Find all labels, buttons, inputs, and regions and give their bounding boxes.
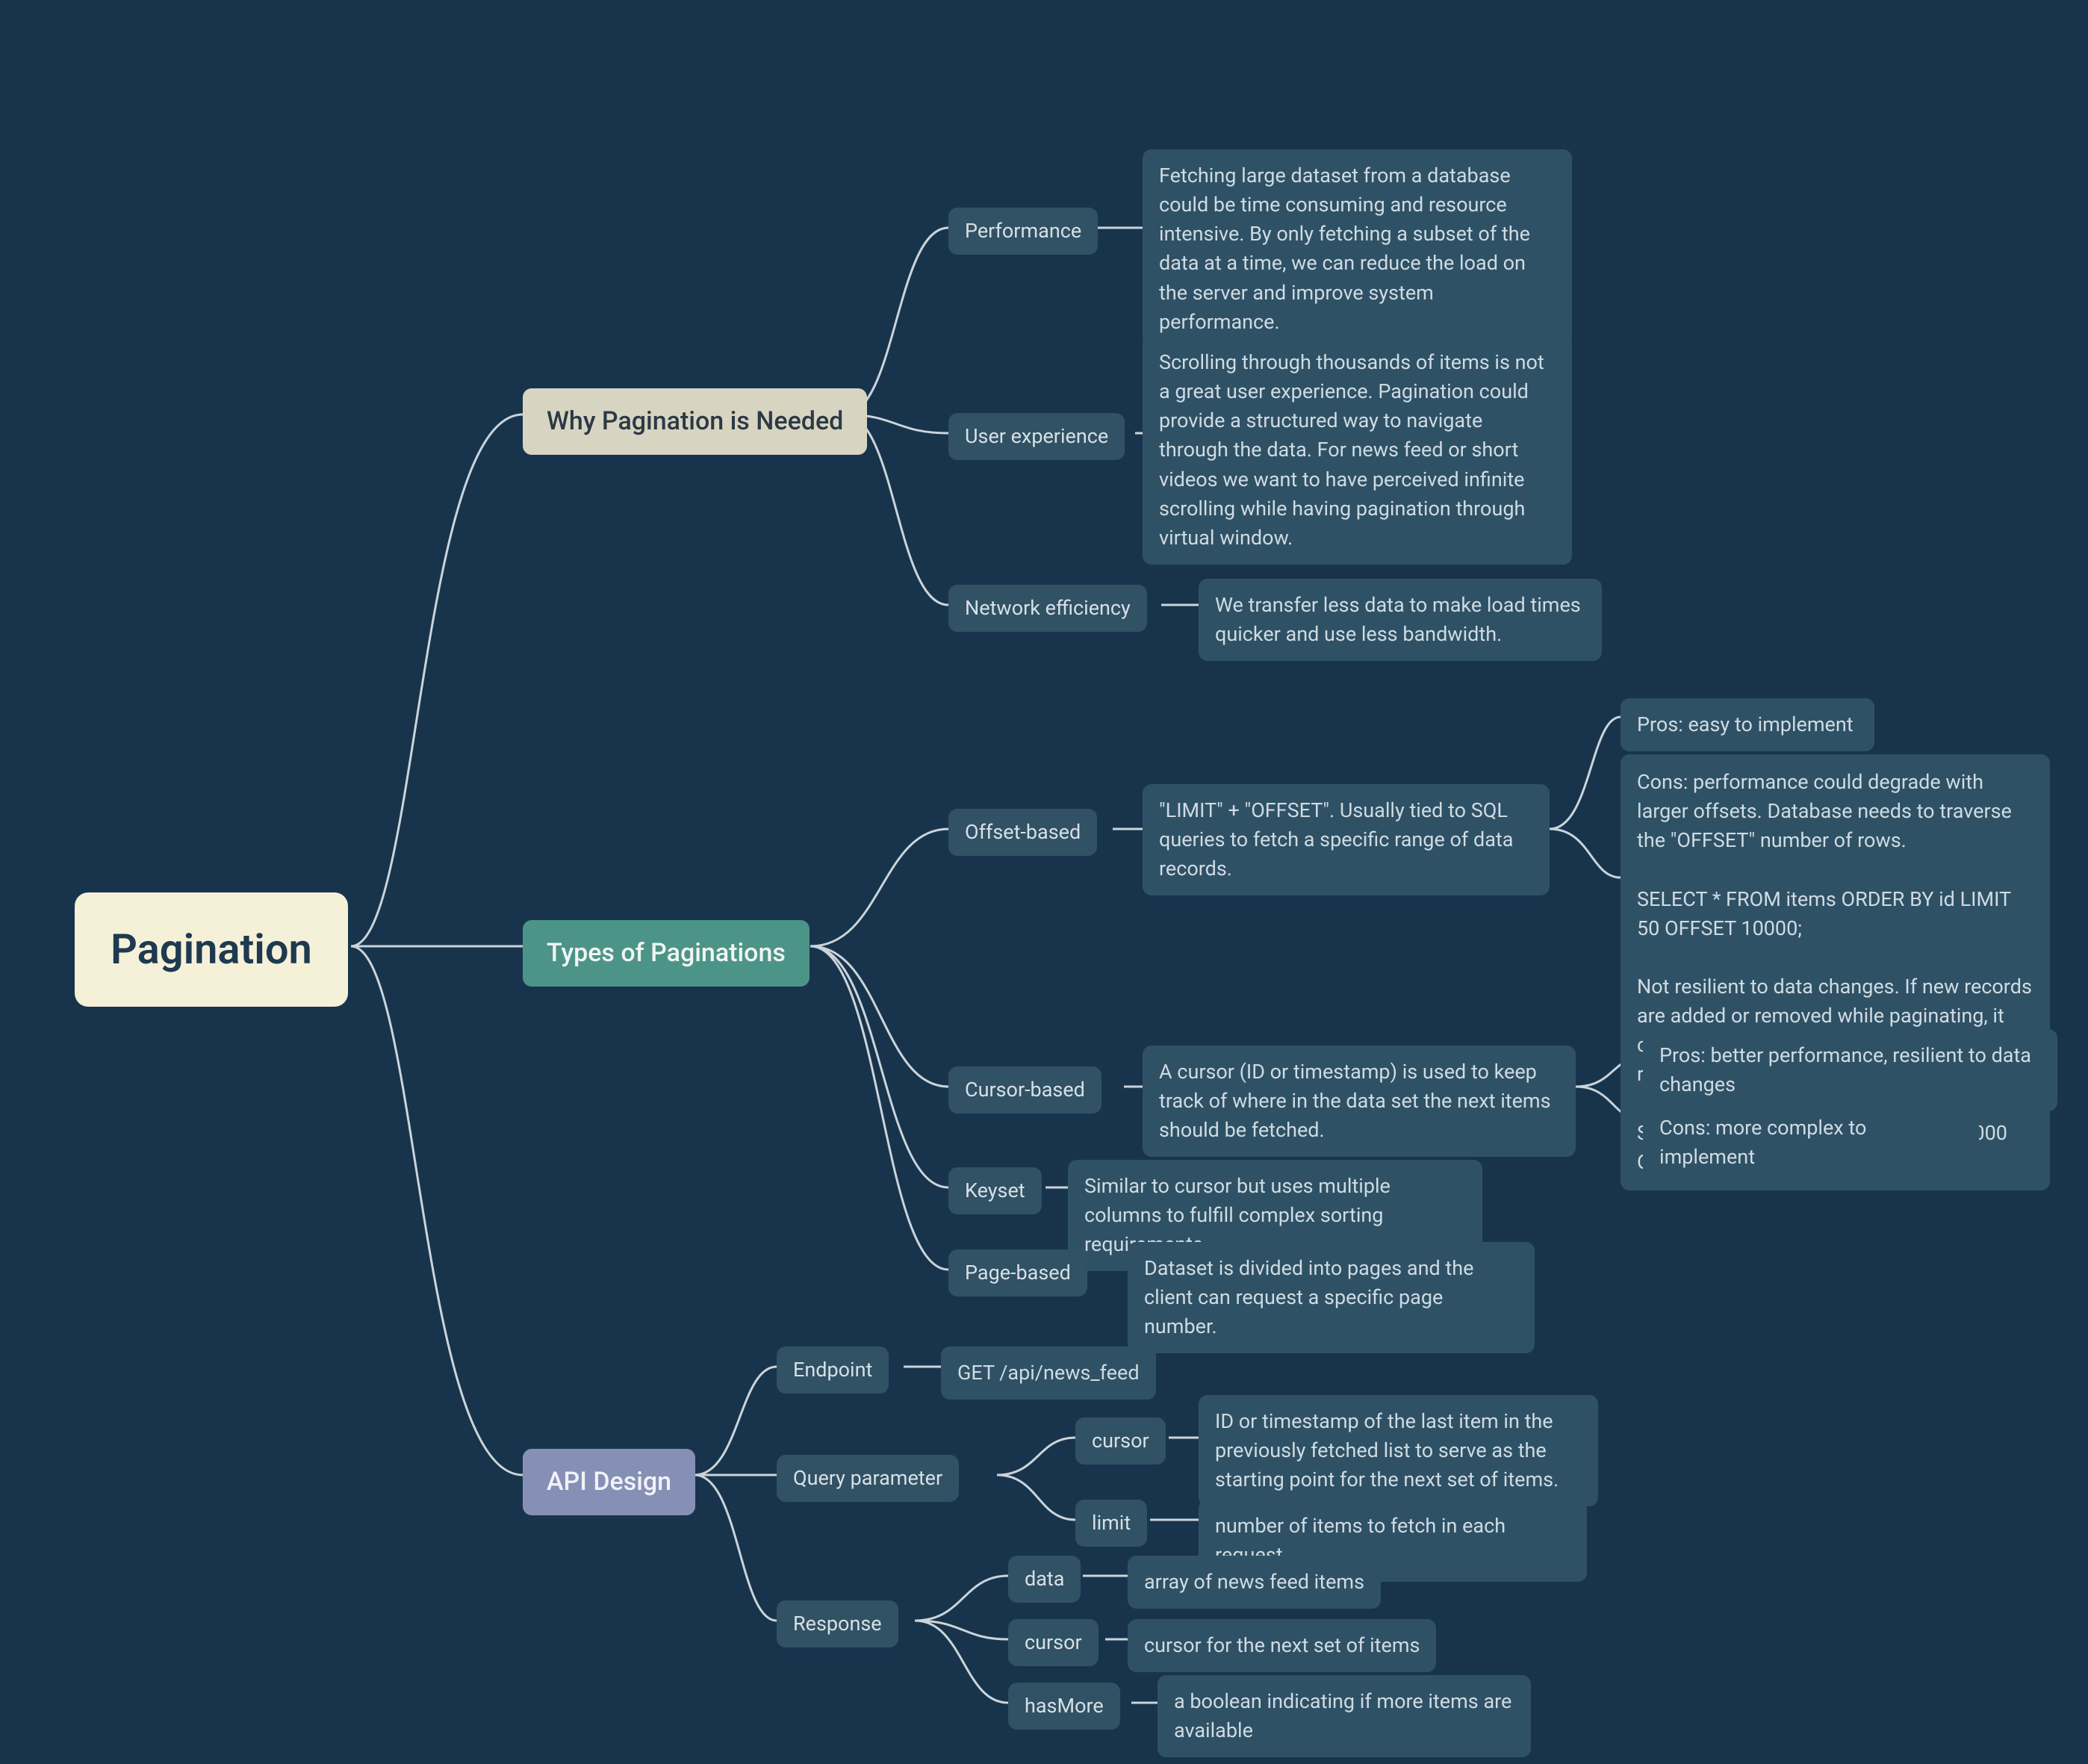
sub-query-cursor: cursor (1075, 1417, 1166, 1465)
sub-network: Network efficiency (948, 585, 1147, 632)
leaf-response-hasmore-detail: a boolean indicating if more items are a… (1158, 1675, 1531, 1757)
sub-response-hasmore: hasMore (1008, 1683, 1120, 1730)
leaf-response-cursor-detail: cursor for the next set of items (1128, 1619, 1436, 1672)
root-node: Pagination (75, 892, 348, 1007)
sub-response: Response (777, 1600, 898, 1647)
leaf-cursor-detail: A cursor (ID or timestamp) is used to ke… (1143, 1046, 1576, 1157)
leaf-performance-detail: Fetching large dataset from a database c… (1143, 149, 1572, 349)
leaf-offset-detail: "LIMIT" + "OFFSET". Usually tied to SQL … (1143, 784, 1550, 895)
sub-response-data: data (1008, 1556, 1081, 1603)
sub-offset: Offset-based (948, 809, 1097, 856)
branch-api: API Design (523, 1449, 695, 1515)
branch-why: Why Pagination is Needed (523, 388, 867, 455)
sub-page: Page-based (948, 1249, 1087, 1296)
leaf-network-detail: We transfer less data to make load times… (1199, 579, 1602, 661)
leaf-response-data-detail: array of news feed items (1128, 1556, 1381, 1609)
leaf-offset-pros: Pros: easy to implement (1621, 698, 1874, 751)
sub-ux: User experience (948, 413, 1125, 460)
leaf-cursor-cons: Cons: more complex to implement (1643, 1102, 1979, 1184)
branch-types: Types of Paginations (523, 920, 810, 987)
sub-keyset: Keyset (948, 1167, 1042, 1214)
sub-response-cursor: cursor (1008, 1619, 1099, 1666)
leaf-cursor-pros: Pros: better performance, resilient to d… (1643, 1029, 2057, 1111)
sub-query: Query parameter (777, 1455, 959, 1502)
sub-query-limit: limit (1075, 1500, 1147, 1547)
leaf-query-cursor-detail: ID or timestamp of the last item in the … (1199, 1395, 1598, 1506)
sub-endpoint: Endpoint (777, 1347, 889, 1394)
leaf-ux-detail: Scrolling through thousands of items is … (1143, 336, 1572, 565)
leaf-endpoint-detail: GET /api/news_feed (941, 1347, 1156, 1400)
sub-performance: Performance (948, 208, 1098, 255)
sub-cursor: Cursor-based (948, 1066, 1102, 1114)
leaf-page-detail: Dataset is divided into pages and the cl… (1128, 1242, 1535, 1353)
